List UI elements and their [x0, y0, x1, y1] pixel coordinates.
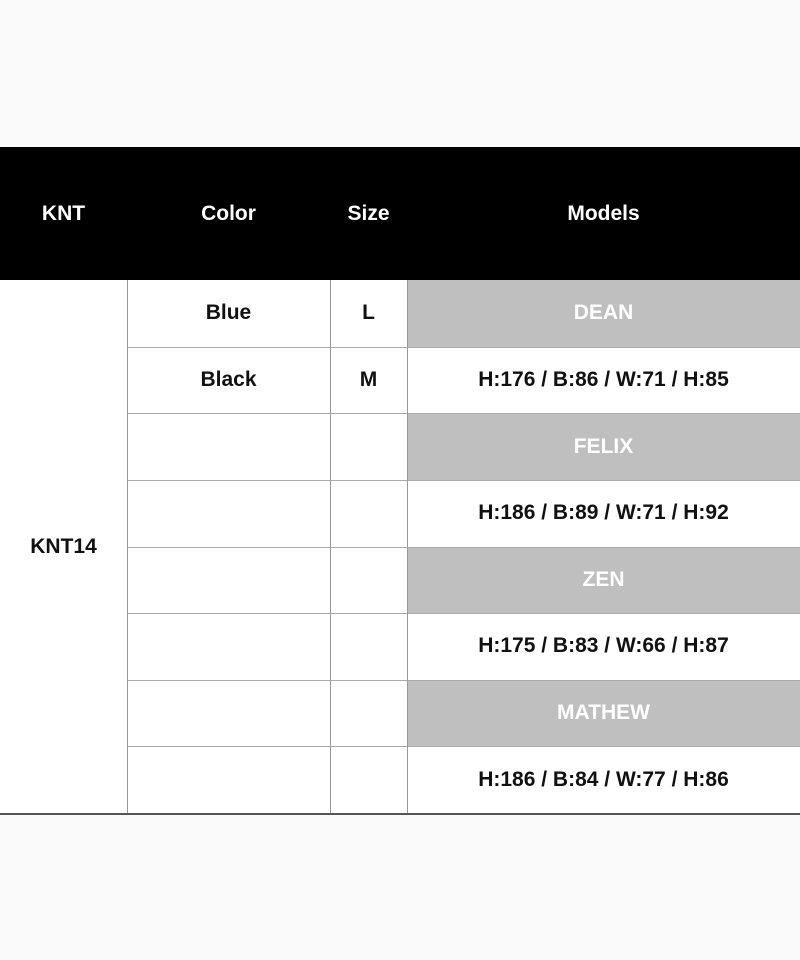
table-body: KNT14 DEAN Blue L H:176 / B:86 / W:71 / H:8…	[0, 280, 800, 815]
row-divider	[127, 479, 800, 481]
column-divider	[407, 280, 408, 813]
row-divider	[127, 546, 800, 548]
model-name: ZEN	[407, 546, 800, 614]
table-header: KNT Color Size Models	[0, 147, 800, 280]
model-name: DEAN	[407, 280, 800, 347]
variant-color: Blue	[205, 301, 252, 325]
model-measurements: H:176 / B:86 / W:71 / H:85	[478, 367, 729, 391]
header-knt: KNT	[41, 201, 86, 225]
model-measurements: H:186 / B:89 / W:71 / H:92	[478, 501, 729, 525]
header-color: Color	[201, 201, 256, 225]
model-measurements: H:186 / B:84 / W:77 / H:86	[478, 767, 729, 791]
row-divider	[127, 746, 800, 748]
column-divider	[330, 280, 331, 813]
header-models: Models	[567, 201, 640, 225]
variant-size: M	[359, 367, 378, 391]
model-name: FELIX	[407, 413, 800, 480]
column-divider	[127, 280, 128, 813]
row-divider	[127, 613, 800, 615]
row-divider	[127, 413, 800, 415]
row-divider	[127, 346, 800, 348]
model-name: MATHEW	[407, 679, 800, 747]
variant-color: Black	[200, 367, 257, 391]
product-code: KNT14	[30, 534, 97, 558]
model-measurements: H:175 / B:83 / W:66 / H:87	[478, 634, 729, 658]
row-divider	[127, 679, 800, 681]
header-size: Size	[347, 201, 390, 225]
variant-size: L	[362, 301, 375, 325]
